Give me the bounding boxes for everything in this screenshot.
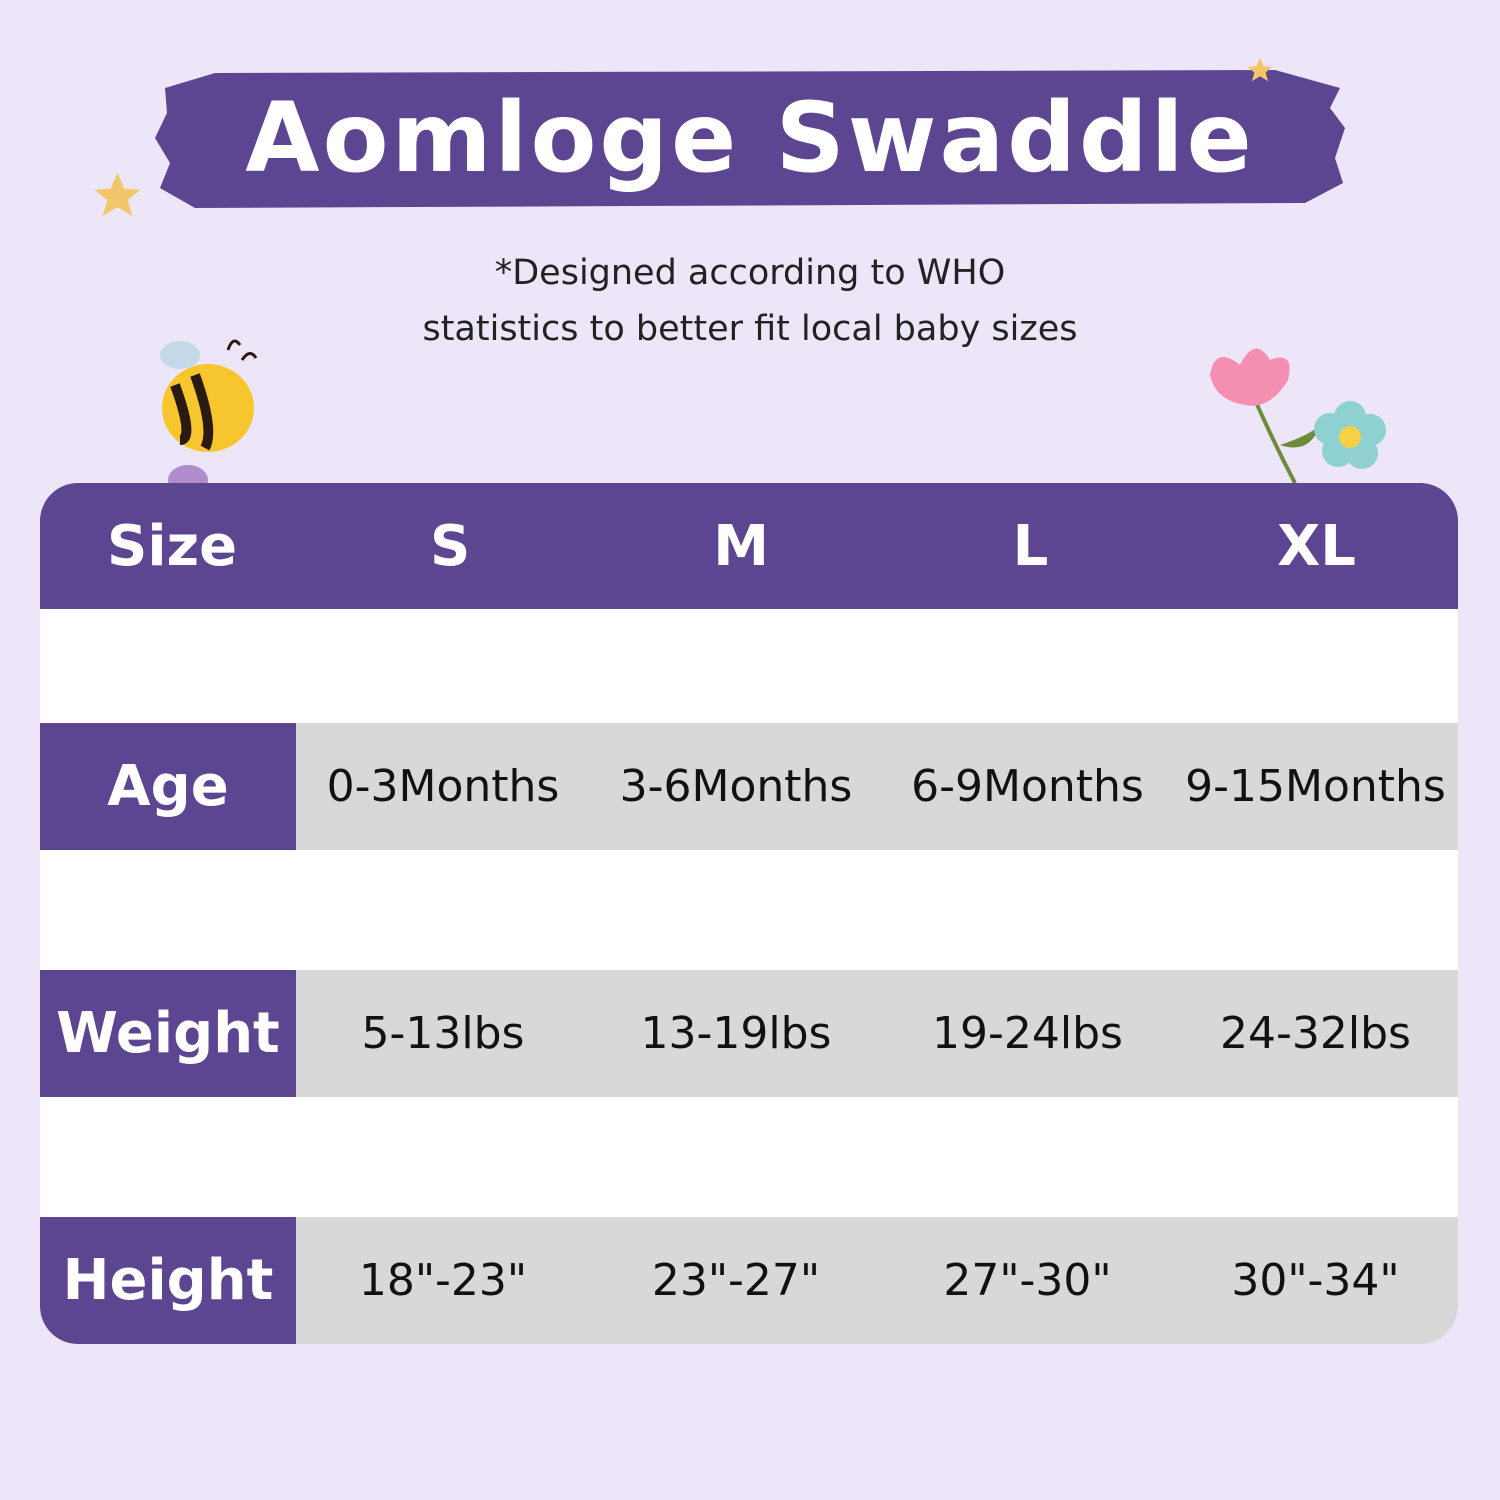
flower-icon: [1210, 348, 1386, 484]
header-size-l: L: [1012, 513, 1049, 579]
star-icon: [1247, 57, 1273, 82]
table-row-weight: Weight 5-13lbs 13-19lbs 19-24lbs 24-32lb…: [40, 970, 1458, 1097]
table-row-age: Age 0-3Months 3-6Months 6-9Months 9-15Mo…: [40, 723, 1458, 850]
header-row: Size S M L XL: [40, 483, 1458, 609]
cell: 5-13lbs: [296, 970, 590, 1097]
cell: 6-9Months: [882, 723, 1173, 850]
row-label-weight: Weight: [40, 970, 296, 1097]
row-label-age: Age: [40, 723, 296, 850]
subtitle-line-2: statistics to better fit local baby size…: [422, 309, 1078, 349]
table-row-height: Height 18"-23" 23"-27" 27"-30" 30"-34": [40, 1217, 1458, 1344]
cell: 19-24lbs: [882, 970, 1173, 1097]
cell: 13-19lbs: [590, 970, 882, 1097]
header-size-m: M: [713, 513, 769, 579]
bee-icon: [160, 339, 258, 495]
header-size-xl: XL: [1277, 513, 1356, 579]
page-title: Aomloge Swaddle: [245, 82, 1255, 194]
row-label-height: Height: [40, 1217, 296, 1344]
cell: 18"-23": [296, 1217, 590, 1344]
cell: 24-32lbs: [1173, 970, 1458, 1097]
cell: 23"-27": [590, 1217, 882, 1344]
size-chart-table: Size S M L XL Age 0-3Months 3-6Months 6-…: [40, 483, 1458, 1344]
subtitle-line-1: *Designed according to WHO: [494, 253, 1006, 293]
header-size-s: S: [429, 513, 471, 579]
star-icon: [94, 172, 141, 217]
cell: 9-15Months: [1173, 723, 1458, 850]
header-size-label: Size: [107, 513, 238, 579]
cell: 0-3Months: [296, 723, 590, 850]
cell: 30"-34": [1173, 1217, 1458, 1344]
title-brush-banner: [155, 70, 1345, 208]
cell: 27"-30": [882, 1217, 1173, 1344]
cell: 3-6Months: [590, 723, 882, 850]
